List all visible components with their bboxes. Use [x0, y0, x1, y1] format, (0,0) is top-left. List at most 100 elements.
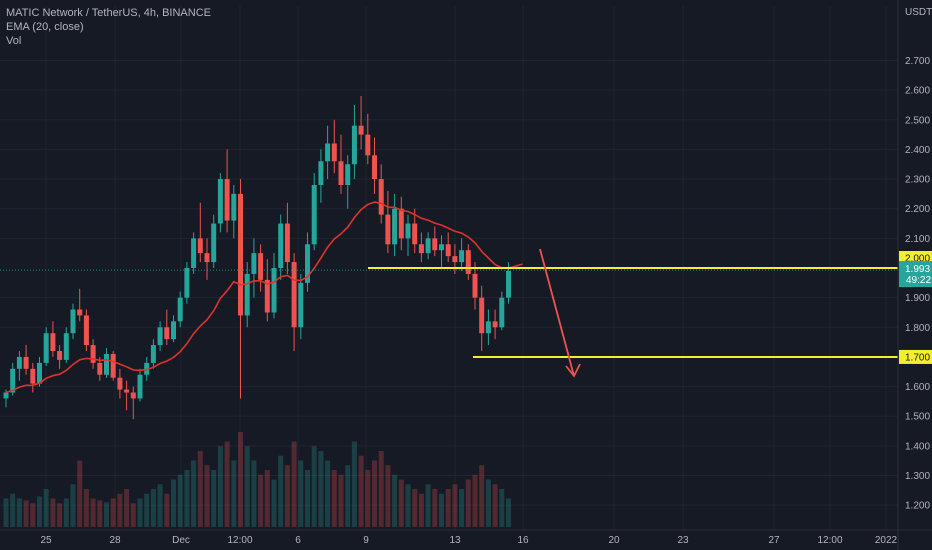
y-tick-label: 1.300 — [905, 471, 930, 482]
volume-bar — [231, 460, 237, 527]
candle-body — [425, 238, 431, 254]
candle-body — [499, 297, 505, 328]
legend-volume[interactable]: Vol — [6, 35, 22, 47]
ema-line-group — [5, 201, 523, 394]
volume-bar — [43, 489, 49, 527]
level-price-box — [899, 349, 932, 364]
candle-body — [345, 164, 351, 185]
volume-bar — [452, 484, 458, 527]
volume-bar — [298, 460, 304, 527]
candle-body — [472, 273, 478, 298]
volume-bar — [499, 489, 505, 527]
volume-bar — [479, 465, 485, 527]
candle-body — [251, 253, 257, 274]
candle-body — [258, 253, 264, 280]
y-tick-label: 2.200 — [905, 204, 930, 215]
volume-bar — [10, 493, 16, 527]
volume-bar — [412, 489, 418, 527]
candle-body — [385, 214, 391, 245]
volume-bar — [331, 470, 337, 527]
candle-body — [211, 223, 217, 263]
x-tick-label: 9 — [363, 535, 369, 546]
volume-bar — [372, 460, 377, 527]
volume-bar — [459, 489, 465, 527]
volume-bar — [63, 498, 69, 527]
candle-body — [492, 321, 498, 328]
volume-bar — [358, 455, 364, 527]
y-tick-label: 1.400 — [905, 441, 930, 452]
x-tick-label: 2022 — [875, 535, 898, 546]
x-tick-label: 25 — [40, 535, 52, 546]
candle-body — [104, 353, 109, 375]
volume-bar — [405, 484, 411, 527]
legend-indicator[interactable]: EMA (20, close) — [6, 21, 84, 33]
volume-bar — [351, 441, 357, 527]
projection-arrow-head — [565, 363, 581, 378]
candle-body — [164, 327, 170, 340]
candle-body — [124, 389, 130, 393]
candle-body — [459, 250, 465, 263]
candle-body — [90, 345, 96, 363]
volume-bar — [191, 460, 197, 527]
legend-symbol[interactable]: MATIC Network / TetherUS, 4h, BINANCE — [6, 7, 211, 19]
volume-bar — [97, 500, 103, 527]
level-price-label: 1.700 — [905, 352, 930, 363]
volume-bar — [104, 502, 109, 527]
candle-body — [271, 268, 277, 313]
volume-bar — [506, 498, 511, 527]
candle-body — [231, 193, 237, 221]
candle-body — [485, 321, 491, 334]
volume-bar — [465, 479, 471, 527]
volume-bar — [251, 460, 257, 527]
candle-body — [452, 256, 458, 263]
candle-body — [305, 244, 310, 283]
y-tick-label: 1.800 — [905, 323, 930, 334]
candle-body — [3, 392, 9, 399]
candle-body — [150, 345, 156, 363]
volume-bar — [472, 474, 478, 527]
volume-bar — [432, 489, 438, 527]
candle-body — [338, 161, 344, 185]
volume-bars — [3, 432, 511, 527]
volume-bar — [345, 465, 351, 527]
x-tick-label: 23 — [677, 535, 689, 546]
countdown-label: 49:22 — [906, 275, 931, 286]
x-tick-label: 27 — [768, 535, 780, 546]
ema-line — [5, 201, 523, 394]
candle-body — [10, 368, 16, 393]
volume-bar — [157, 484, 163, 527]
candle-body — [177, 297, 183, 322]
candle-body — [465, 250, 471, 274]
candle-body — [57, 351, 63, 360]
volume-bar — [224, 441, 230, 527]
chart-legend: MATIC Network / TetherUS, 4h, BINANCE EM… — [6, 6, 211, 48]
candle-body — [23, 356, 29, 369]
currency-label: USDT — [905, 7, 932, 18]
volume-bar — [258, 474, 264, 527]
y-tick-label: 2.300 — [905, 175, 930, 186]
candle-body — [398, 208, 404, 239]
candle-body — [378, 179, 384, 215]
volume-bar — [144, 493, 150, 527]
candle-body — [37, 362, 42, 384]
candle-body — [365, 134, 371, 156]
candle-body — [439, 244, 444, 251]
volume-bar — [325, 460, 331, 527]
candle-body — [63, 333, 69, 360]
volume-bar — [238, 432, 243, 527]
volume-bar — [124, 489, 130, 527]
volume-bar — [264, 470, 270, 527]
current-price-box — [899, 261, 932, 288]
volume-bar — [392, 474, 398, 527]
volume-bar — [211, 470, 217, 527]
x-tick-label: 12:00 — [817, 535, 842, 546]
candle-body — [445, 244, 451, 257]
volume-bar — [164, 493, 170, 527]
volume-bar — [70, 484, 76, 527]
candle-body — [325, 143, 331, 162]
volume-bar — [338, 474, 344, 527]
volume-bar — [244, 446, 250, 527]
candle-body — [50, 333, 56, 352]
volume-bar — [3, 498, 9, 527]
